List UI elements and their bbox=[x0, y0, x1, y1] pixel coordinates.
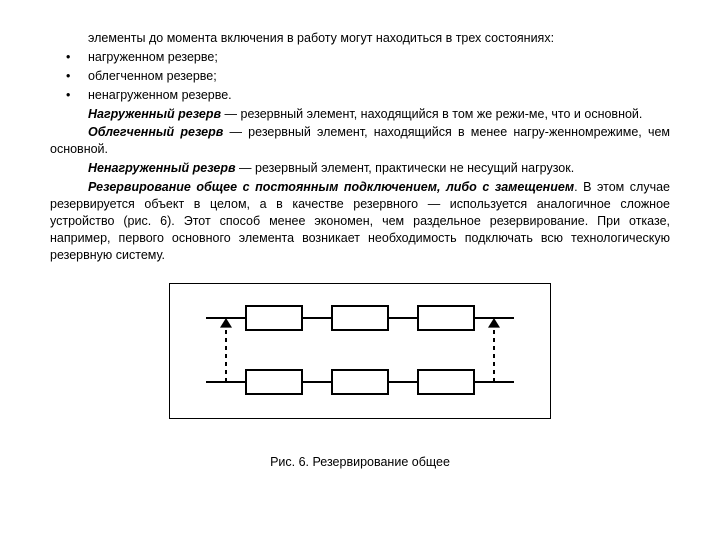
bullet-1-text: нагруженном резерве; bbox=[88, 50, 218, 64]
bullet-2: •облегченном резерве; bbox=[50, 68, 670, 85]
bullet-3-text: ненагруженном резерве. bbox=[88, 88, 232, 102]
nen-rest: — резервный элемент, практически не несу… bbox=[236, 161, 575, 175]
para-rezerv: Резервирование общее с постоянным подклю… bbox=[50, 179, 670, 263]
nagr-bold: Нагруженный резерв bbox=[88, 107, 221, 121]
nen-bold: Ненагруженный резерв bbox=[88, 161, 236, 175]
bullet-2-text: облегченном резерве; bbox=[88, 69, 217, 83]
diagram-frame bbox=[169, 283, 551, 419]
rezerv-bold: Резервирование общее с постоянным подклю… bbox=[88, 180, 574, 194]
reservation-diagram bbox=[206, 302, 514, 400]
para-nen: Ненагруженный резерв — резервный элемент… bbox=[50, 160, 670, 177]
bullet-3: •ненагруженном резерве. bbox=[50, 87, 670, 104]
diagram-container bbox=[50, 283, 670, 424]
para-nagr: Нагруженный резерв — резервный элемент, … bbox=[50, 106, 670, 123]
intro-text: элементы до момента включения в работу м… bbox=[50, 30, 670, 47]
figure-caption: Рис. 6. Резервирование общее bbox=[50, 454, 670, 471]
para-obl: Облегченный резерв — резервный элемент, … bbox=[50, 124, 670, 158]
bullet-1: •нагруженном резерве; bbox=[50, 49, 670, 66]
nagr-rest: — резервный элемент, находящийся в том ж… bbox=[221, 107, 642, 121]
obl-bold: Облегченный резерв bbox=[88, 125, 223, 139]
